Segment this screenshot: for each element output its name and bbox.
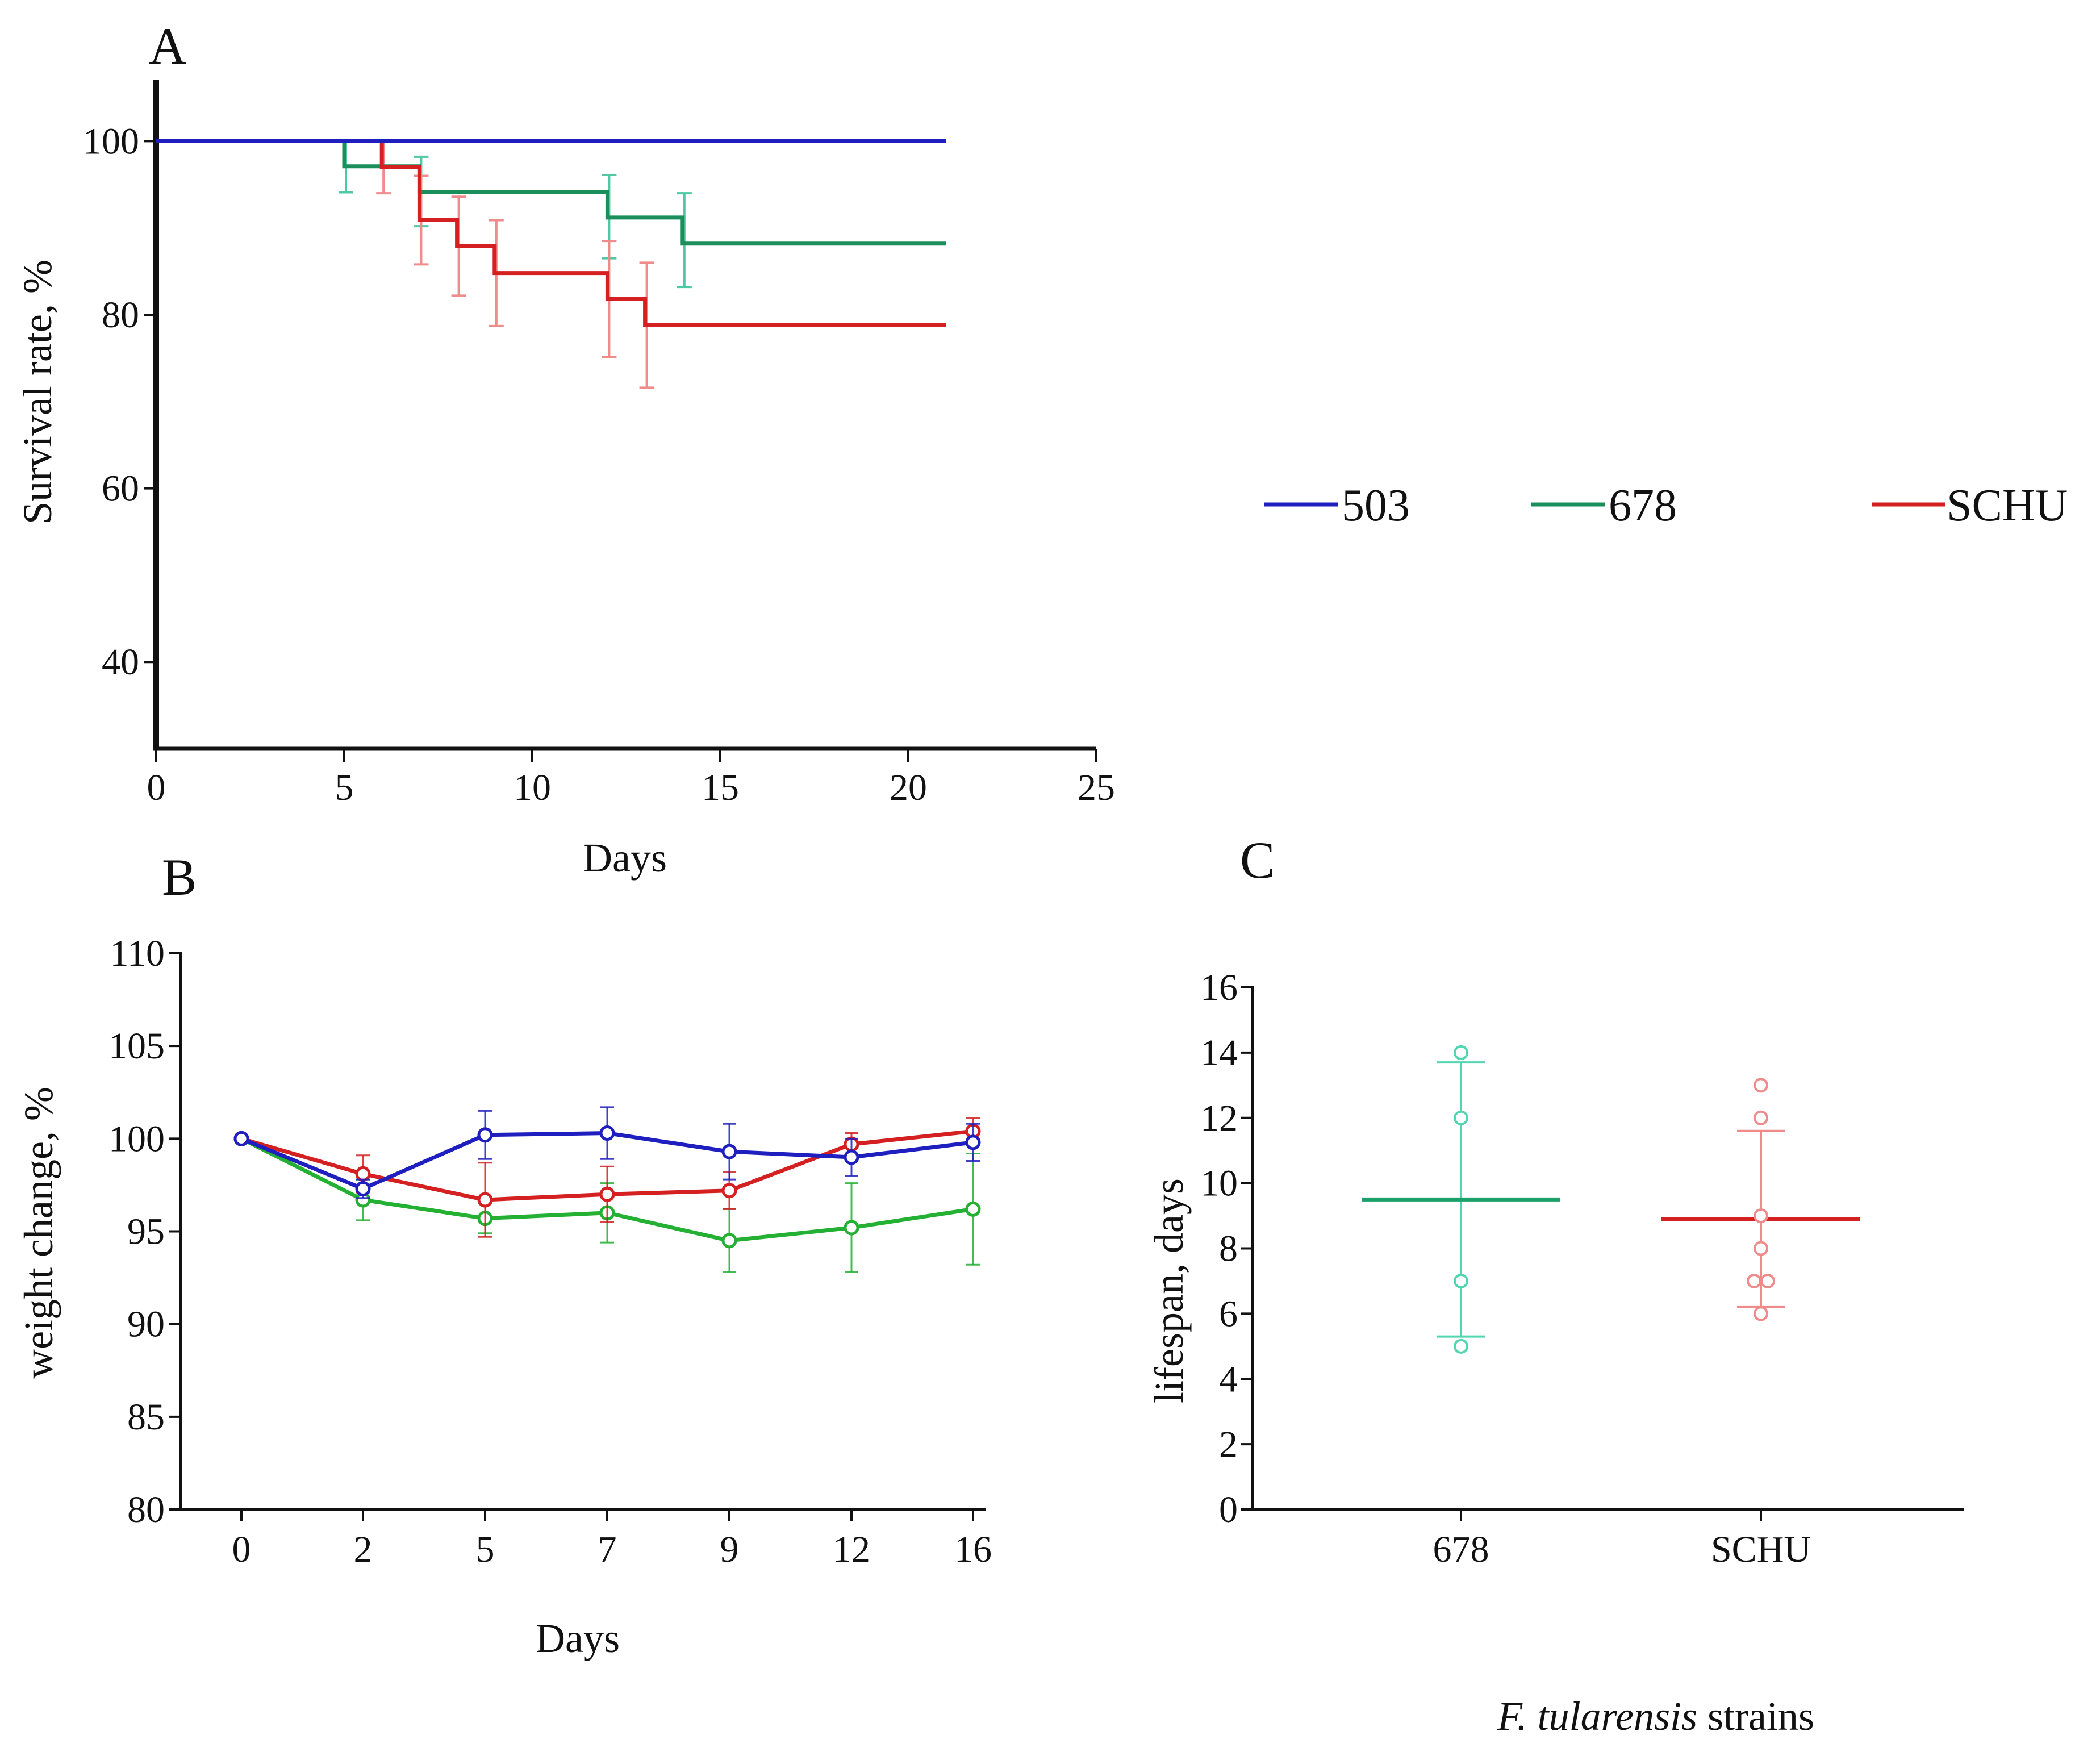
survival-axes: 0 5 10 15 20 25 40 60 80 100 — [83, 80, 1115, 808]
lifespan-chart: C 0 2 4 6 8 10 12 14 16 678 SCHU lifespan, days F.… — [1146, 831, 1964, 1739]
weight-x-tick-label: 12 — [833, 1529, 870, 1570]
weight-x-tick-label: 5 — [476, 1529, 495, 1570]
panel-letter-a: A — [149, 17, 186, 75]
lifespan-point-schu — [1747, 1273, 1761, 1288]
legend-label-503: 503 — [1342, 481, 1410, 531]
lifespan-y-tick-label: 12 — [1200, 1098, 1238, 1139]
weight-y-tick-label: 80 — [127, 1489, 165, 1530]
panel-letter-b: B — [162, 848, 197, 906]
legend: 503 678 SCHU — [1264, 481, 2068, 531]
survival-y-tick-label: 100 — [83, 120, 139, 162]
lifespan-x-axis-title: F. tularensis strains — [1497, 1694, 1814, 1739]
survival-y-tick-label: 60 — [102, 468, 139, 510]
weight-point-schu — [355, 1166, 371, 1182]
survival-y-axis-title: Survival rate, % — [15, 260, 60, 524]
weight-point-schu — [721, 1183, 737, 1199]
survival-x-tick-label: 15 — [702, 767, 739, 808]
legend-label-schu: SCHU — [1947, 481, 2068, 531]
lifespan-x-tick-label: SCHU — [1711, 1529, 1811, 1570]
weight-y-tick-label: 90 — [127, 1304, 165, 1345]
weight-x-axis-title: Days — [536, 1616, 620, 1661]
lifespan-point-678 — [1454, 1045, 1468, 1060]
lifespan-point-678 — [1454, 1110, 1468, 1125]
survival-y-tick-label: 80 — [102, 294, 139, 336]
lifespan-y-tick-label: 16 — [1200, 967, 1238, 1008]
lifespan-point-schu — [1754, 1208, 1768, 1224]
lifespan-y-tick-label: 10 — [1200, 1163, 1238, 1204]
weight-point-503 — [965, 1134, 981, 1150]
weight-point-503 — [599, 1125, 615, 1141]
lifespan-y-tick-label: 2 — [1219, 1424, 1238, 1465]
survival-y-tick-label: 40 — [102, 641, 139, 683]
lifespan-point-678 — [1454, 1338, 1468, 1354]
lifespan-point-schu — [1754, 1078, 1768, 1093]
weight-x-tick-label: 2 — [354, 1529, 373, 1570]
weight-chart: B 80 85 90 95 100 105 110 0 2 5 7 9 12 16 Days weight… — [16, 848, 992, 1661]
weight-y-tick-label: 95 — [127, 1211, 165, 1253]
legend-label-678: 678 — [1609, 481, 1677, 531]
survival-x-axis-title: Days — [583, 835, 667, 881]
lifespan-point-schu — [1754, 1110, 1768, 1125]
weight-y-axis-title: weight change, % — [16, 1087, 61, 1379]
lifespan-point-678 — [1454, 1273, 1468, 1288]
weight-point-503 — [233, 1131, 249, 1146]
lifespan-y-axis-title: lifespan, days — [1146, 1178, 1192, 1403]
lifespan-y-tick-label: 14 — [1200, 1032, 1238, 1074]
lifespan-point-schu — [1754, 1306, 1768, 1321]
weight-point-503 — [721, 1144, 737, 1159]
lifespan-axes: 0 2 4 6 8 10 12 14 16 678 SCHU — [1200, 967, 1964, 1570]
lifespan-series — [1362, 1045, 1860, 1354]
lifespan-x-axis-title-species: F. tularensis — [1497, 1694, 1697, 1739]
weight-point-503 — [844, 1149, 859, 1165]
weight-point-678 — [721, 1233, 737, 1249]
panel-letter-c: C — [1240, 831, 1275, 889]
survival-x-tick-label: 0 — [147, 767, 166, 808]
lifespan-point-schu — [1760, 1273, 1775, 1288]
survival-x-tick-label: 10 — [513, 767, 551, 808]
lifespan-point-schu — [1754, 1241, 1768, 1256]
survival-line-schu — [156, 139, 946, 327]
lifespan-x-tick-label: 678 — [1433, 1529, 1489, 1570]
lifespan-y-tick-label: 8 — [1219, 1228, 1238, 1270]
weight-axes: 80 85 90 95 100 105 110 0 2 5 7 9 12 16 — [108, 933, 992, 1570]
weight-point-schu — [599, 1186, 615, 1202]
weight-point-678 — [965, 1201, 981, 1217]
lifespan-y-tick-label: 6 — [1219, 1293, 1238, 1334]
weight-point-678 — [844, 1220, 859, 1236]
survival-line-678 — [156, 139, 946, 246]
survival-chart: A 0 5 10 15 20 25 40 60 80 100 Days Survival rate… — [15, 17, 1115, 881]
weight-series — [233, 1106, 981, 1273]
weight-x-tick-label: 0 — [232, 1529, 251, 1570]
weight-point-503 — [477, 1127, 493, 1143]
weight-point-503 — [355, 1181, 371, 1196]
survival-x-tick-label: 25 — [1078, 767, 1115, 808]
lifespan-x-axis-title-rest: strains — [1697, 1694, 1814, 1739]
weight-point-schu — [477, 1192, 493, 1208]
weight-y-tick-label: 105 — [108, 1025, 165, 1067]
weight-x-tick-label: 9 — [720, 1529, 739, 1570]
weight-x-tick-label: 16 — [954, 1529, 992, 1570]
weight-y-tick-label: 100 — [108, 1118, 165, 1159]
survival-x-tick-label: 20 — [890, 767, 927, 808]
weight-y-tick-label: 85 — [127, 1396, 165, 1438]
lifespan-y-tick-label: 4 — [1219, 1358, 1238, 1400]
survival-x-tick-label: 5 — [335, 767, 354, 808]
weight-x-tick-label: 7 — [598, 1529, 617, 1570]
weight-y-tick-label: 110 — [110, 933, 165, 974]
survival-series — [156, 139, 946, 389]
lifespan-y-tick-label: 0 — [1219, 1489, 1238, 1530]
